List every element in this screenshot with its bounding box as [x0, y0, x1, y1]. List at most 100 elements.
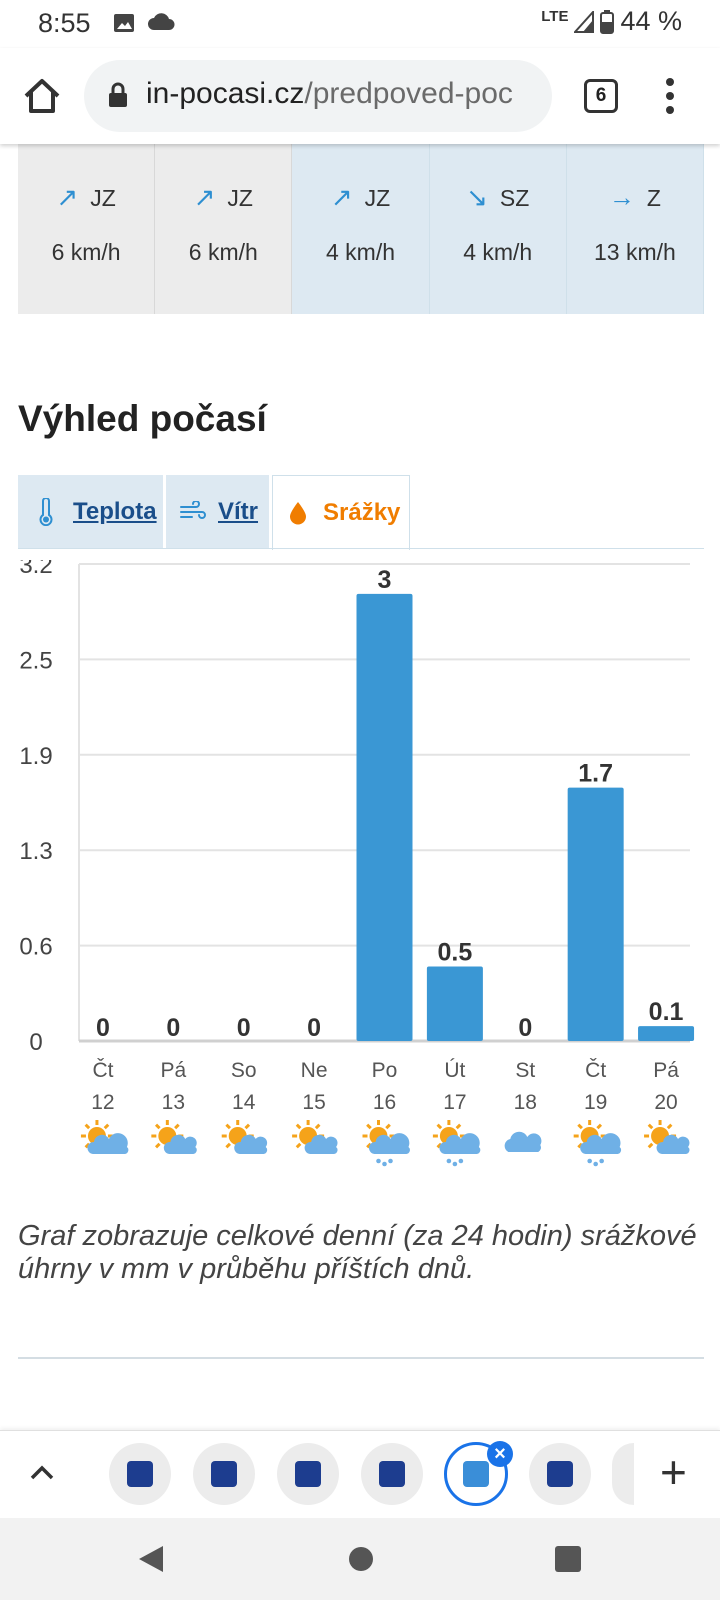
tab-thumbnail[interactable]: [529, 1443, 591, 1505]
address-bar[interactable]: in-pocasi.cz/predpoved-poc: [84, 60, 552, 132]
weather-favicon-icon: [463, 1461, 489, 1487]
tab-divider: [18, 548, 704, 549]
url-text: in-pocasi.cz/predpoved-poc: [146, 77, 513, 111]
cloud-icon: [163, 1134, 197, 1154]
home-nav-icon[interactable]: [347, 1544, 375, 1574]
favicon-icon: [127, 1461, 153, 1487]
tab-temperature-label: Teplota: [73, 498, 157, 525]
tab-thumbnail[interactable]: [109, 1443, 171, 1505]
data-label: 0: [166, 1014, 180, 1042]
tab-thumbnail[interactable]: [277, 1443, 339, 1505]
x-tick-date: 13: [162, 1091, 185, 1114]
wind-speed: 6 km/h: [51, 239, 121, 265]
status-right: LTE 44 %: [541, 6, 682, 37]
wind-speed: 4 km/h: [463, 239, 533, 265]
x-tick-date: 17: [443, 1091, 466, 1114]
rain-drop-icon: [587, 1158, 592, 1164]
wind-forecast-row: ↗ JZ 6 km/h ↗ JZ 6 km/h ↗ JZ 4 km/h ↘ SZ 4 km/h → Z 13…: [18, 144, 705, 314]
bar: [356, 593, 413, 1041]
x-tick-day: Pá: [160, 1059, 186, 1082]
wind-arrow-icon: →: [608, 182, 635, 212]
cloud-icon: [234, 1134, 268, 1154]
y-tick-label: 0: [29, 1029, 42, 1056]
rain-drop-icon: [446, 1158, 452, 1164]
browser-toolbar: in-pocasi.cz/predpoved-poc 6: [0, 48, 720, 144]
wind-arrow-icon: ↗: [56, 182, 79, 212]
favicon-icon: [211, 1461, 237, 1487]
x-tick-day: Čt: [92, 1059, 113, 1082]
system-nav-bar: [0, 1518, 720, 1600]
bar: [638, 1026, 695, 1041]
x-tick-date: 16: [373, 1091, 396, 1114]
tab-strip: × +: [0, 1430, 720, 1518]
chevron-up-icon[interactable]: [28, 1459, 56, 1487]
rain-drop-icon: [593, 1161, 598, 1167]
wind-cell: ↗ JZ 6 km/h: [155, 144, 293, 314]
data-label: 0: [518, 1014, 532, 1042]
more-menu-icon[interactable]: [664, 78, 676, 118]
tab-wind[interactable]: Vítr: [166, 475, 269, 549]
chart-caption: Graf zobrazuje celkové denní (za 24 hodi…: [18, 1220, 697, 1285]
bar: [567, 787, 624, 1041]
data-label: 0: [96, 1014, 110, 1042]
data-label: 0: [307, 1014, 321, 1042]
cloud-icon: [304, 1134, 338, 1154]
tab-thumbnail[interactable]: [193, 1443, 255, 1505]
x-tick-date: 19: [584, 1091, 607, 1114]
tab-wind-label: Vítr: [218, 498, 259, 525]
wind-arrow-icon: ↗: [193, 182, 216, 212]
wind-arrow-icon: ↗: [330, 182, 353, 212]
favicon-icon: [547, 1461, 573, 1487]
y-tick-label: 2.5: [19, 647, 52, 674]
x-tick-date: 18: [514, 1091, 537, 1114]
tab-switcher-button[interactable]: 6: [584, 79, 618, 113]
wind-direction: ↘ SZ: [430, 182, 566, 213]
rain-drop-icon: [599, 1158, 604, 1164]
wind-direction-label: JZ: [227, 185, 253, 211]
drop-icon: [290, 502, 306, 525]
favicon-icon: [379, 1461, 405, 1487]
wind-direction-label: Z: [646, 185, 661, 211]
data-label: 1.7: [578, 760, 613, 788]
wind-speed: 13 km/h: [594, 239, 676, 265]
recents-icon[interactable]: [554, 1544, 582, 1574]
data-label: 0.1: [649, 998, 684, 1026]
wind-direction-label: JZ: [90, 185, 116, 211]
data-label: 3: [378, 566, 392, 594]
new-tab-icon[interactable]: +: [660, 1446, 687, 1498]
cloud-icon: [439, 1133, 481, 1154]
cloud-icon: [504, 1131, 542, 1152]
close-tab-icon[interactable]: ×: [487, 1441, 513, 1467]
back-icon[interactable]: [137, 1544, 165, 1574]
tab-thumbnail[interactable]: [361, 1443, 423, 1505]
x-tick-day: Út: [444, 1059, 465, 1082]
cloud-icon: [580, 1133, 622, 1154]
tab-precipitation[interactable]: Srážky: [272, 475, 410, 550]
x-tick-day: Pá: [653, 1059, 679, 1082]
wind-speed: 4 km/h: [325, 239, 396, 265]
x-tick-date: 12: [91, 1091, 114, 1114]
battery-level: 44 %: [620, 6, 682, 36]
thermometer-icon: [39, 498, 53, 526]
wind-cell: → Z 13 km/h: [566, 144, 705, 314]
wind-direction: → Z: [567, 182, 703, 213]
wind-icon: [180, 501, 206, 519]
favicon-icon: [295, 1461, 321, 1487]
wind-speed: 6 km/h: [188, 239, 258, 265]
home-icon[interactable]: [22, 76, 62, 116]
tab-temperature[interactable]: Teplota: [18, 475, 163, 549]
section-title: Výhled počasí: [18, 398, 267, 439]
tab-thumbnail-partial[interactable]: [612, 1443, 634, 1505]
data-label: 0: [237, 1014, 251, 1042]
bar: [426, 966, 483, 1041]
wind-direction: ↗ JZ: [292, 182, 428, 213]
x-tick-date: 15: [302, 1091, 325, 1114]
precipitation-chart: 0 0.6 1.3 1.9 2.5 3.2 0 Čt 12 0 Pá 13 0 So 14 0 Ne 15 3 Po 1…: [19, 560, 695, 1167]
wind-direction: ↗ JZ: [155, 182, 291, 213]
x-tick-date: 20: [654, 1091, 677, 1114]
x-tick-day: Ne: [301, 1059, 328, 1082]
tab-thumbnail-active[interactable]: ×: [444, 1441, 513, 1506]
url-domain: in-pocasi.cz: [146, 77, 305, 110]
x-tick-day: Čt: [585, 1059, 606, 1082]
x-tick-day: St: [515, 1059, 535, 1082]
